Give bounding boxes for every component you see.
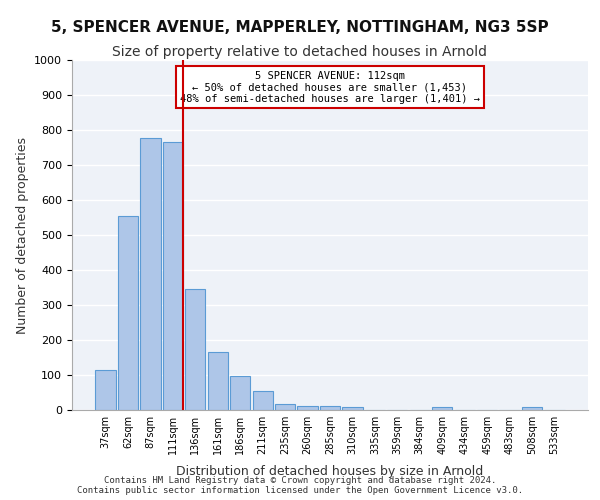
Text: Contains HM Land Registry data © Crown copyright and database right 2024.
Contai: Contains HM Land Registry data © Crown c… [77,476,523,495]
Bar [208,352,228,410]
X-axis label: Distribution of detached houses by size in Arnold: Distribution of detached houses by size … [176,466,484,478]
Bar [253,391,273,410]
Bar [432,407,452,410]
Bar [522,407,542,410]
Text: 5, SPENCER AVENUE, MAPPERLEY, NOTTINGHAM, NG3 5SP: 5, SPENCER AVENUE, MAPPERLEY, NOTTINGHAM… [51,20,549,35]
Y-axis label: Number of detached properties: Number of detached properties [16,136,29,334]
Bar [230,376,250,410]
Bar [343,406,362,410]
Bar [163,142,183,410]
Bar [140,138,161,410]
Bar [320,406,340,410]
Bar [118,216,138,410]
Bar [185,289,205,410]
Text: 5 SPENCER AVENUE: 112sqm
← 50% of detached houses are smaller (1,453)
48% of sem: 5 SPENCER AVENUE: 112sqm ← 50% of detach… [180,70,480,104]
Bar [275,404,295,410]
Bar [298,406,317,410]
Bar [95,370,116,410]
Text: Size of property relative to detached houses in Arnold: Size of property relative to detached ho… [113,45,487,59]
